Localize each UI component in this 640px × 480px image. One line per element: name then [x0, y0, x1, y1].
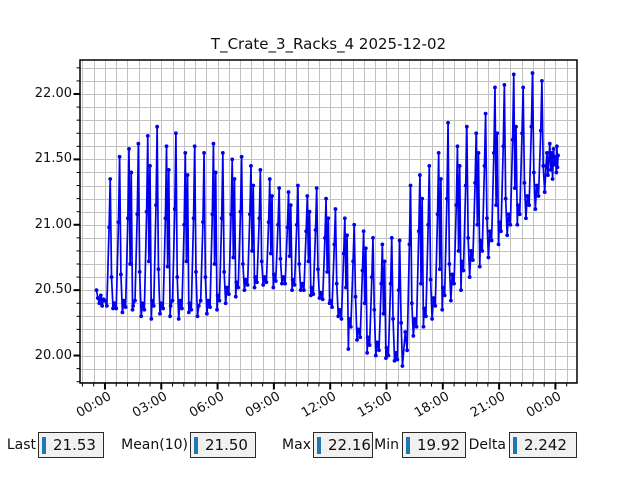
value-cursor-icon [513, 436, 517, 454]
stat-value-max: 22.16 [328, 436, 371, 454]
value-cursor-icon [42, 436, 46, 454]
stat-field-delta[interactable]: 2.242 [509, 432, 577, 458]
y-tick-label: 22.00 [34, 86, 72, 101]
stat-field-max[interactable]: 22.16 [313, 432, 373, 458]
stat-value-delta: 2.242 [524, 436, 567, 454]
value-cursor-icon [317, 436, 321, 454]
stat-value-mean: 21.50 [205, 436, 248, 454]
stat-label-max: Max [282, 437, 311, 453]
stat-field-mean[interactable]: 21.50 [190, 432, 256, 458]
stat-label-last: Last [6, 437, 36, 453]
stat-value-min: 19.92 [417, 436, 460, 454]
y-tick-label: 20.50 [34, 282, 72, 298]
stat-field-min[interactable]: 19.92 [402, 432, 466, 458]
y-tick-label: 20.00 [34, 347, 72, 363]
y-tick-label: 21.00 [34, 216, 72, 232]
stats-bar: Last 21.53 Mean(10) 21.50 Max 22.16 Min … [0, 432, 640, 459]
chart-title: T_Crate_3_Racks_4 2025-12-02 [210, 35, 447, 53]
stat-label-min: Min [374, 437, 399, 453]
y-tick-label: 21.50 [34, 151, 72, 167]
stat-value-last: 21.53 [53, 436, 96, 454]
stat-label-mean: Mean(10) [121, 437, 188, 453]
stat-field-last[interactable]: 21.53 [38, 432, 104, 458]
value-cursor-icon [406, 436, 410, 454]
stat-label-delta: Delta [468, 437, 506, 453]
value-cursor-icon [194, 436, 198, 454]
